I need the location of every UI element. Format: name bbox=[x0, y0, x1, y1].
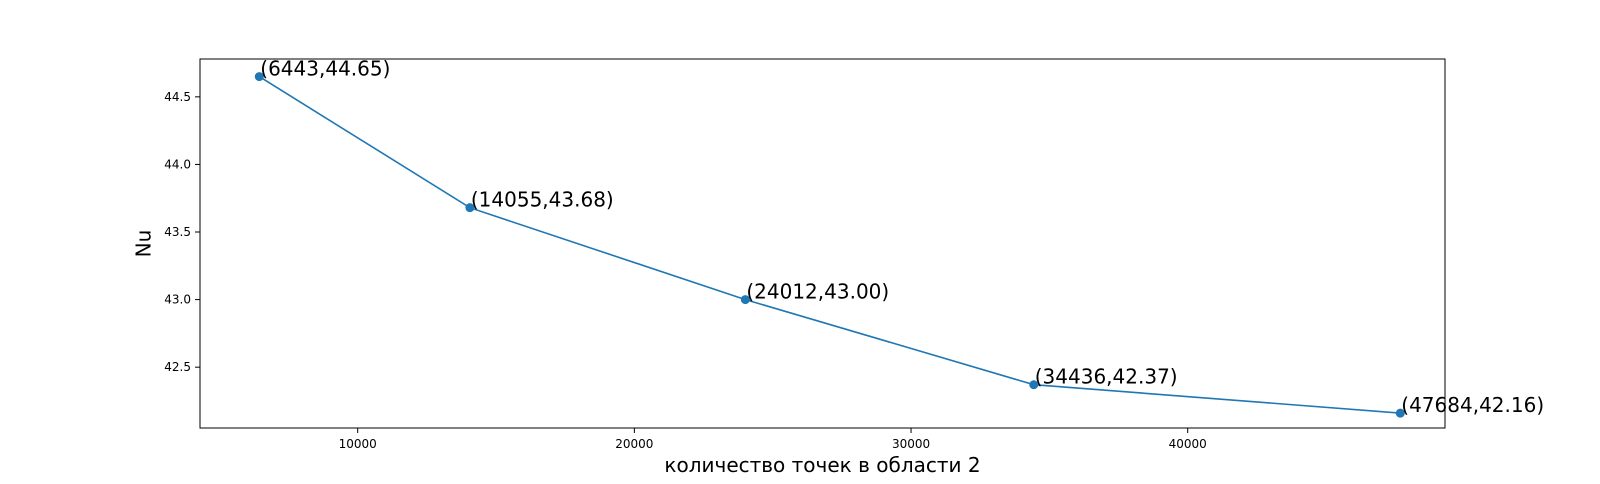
y-axis-title: Nu bbox=[132, 230, 156, 258]
series-line bbox=[258, 75, 1401, 414]
x-tick-label: 10000 bbox=[339, 437, 377, 451]
x-tick-label: 30000 bbox=[892, 437, 930, 451]
data-point bbox=[1395, 408, 1405, 418]
data-point bbox=[740, 295, 750, 305]
data-label: (34436,42.37) bbox=[1035, 365, 1178, 389]
data-label: (47684,42.16) bbox=[1401, 393, 1544, 417]
data-point bbox=[465, 203, 475, 213]
x-tick-label: 20000 bbox=[615, 437, 653, 451]
plot-area: 10000 20000 30000 40000 42.5 43.0 43.5 44.0 44.5… bbox=[164, 57, 1544, 451]
plot-frame bbox=[199, 58, 1446, 429]
data-point bbox=[1029, 380, 1039, 390]
data-label: (24012,43.00) bbox=[746, 280, 889, 304]
data-point bbox=[254, 72, 264, 82]
data-label: (6443,44.65) bbox=[260, 57, 390, 81]
data-label: (14055,43.68) bbox=[471, 188, 614, 212]
y-tick-label: 43.5 bbox=[164, 225, 191, 239]
x-tick-label: 40000 bbox=[1169, 437, 1207, 451]
y-tick-label: 44.5 bbox=[164, 90, 191, 104]
y-tick-label: 44.0 bbox=[164, 157, 191, 171]
x-axis-title: количество точек в области 2 bbox=[664, 453, 980, 477]
y-tick-label: 43.0 bbox=[164, 293, 191, 307]
y-tick-label: 42.5 bbox=[164, 360, 191, 374]
